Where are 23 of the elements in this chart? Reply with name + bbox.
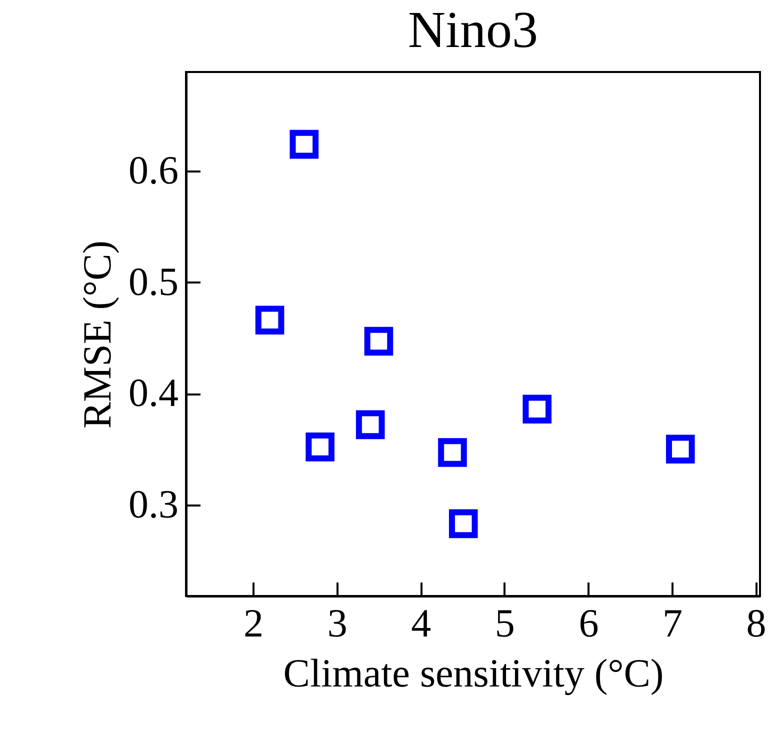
point — [364, 326, 394, 356]
y-tick-label: 0.3 — [128, 481, 178, 526]
y-tick-label: 0.4 — [128, 370, 178, 416]
point — [522, 394, 552, 424]
x-tick-label: 3 — [327, 600, 348, 646]
point — [290, 130, 319, 159]
x-tick-label: 6 — [578, 600, 599, 646]
y-tick-label: 0.6 — [128, 148, 178, 193]
point — [438, 438, 467, 467]
point — [306, 432, 334, 462]
x-axis-title: Climate sensitivity (°C) — [283, 650, 664, 696]
point — [356, 410, 385, 440]
y-axis-title: RMSE (°C) — [74, 240, 120, 429]
point — [448, 509, 478, 538]
point — [666, 434, 695, 464]
x-tick-label: 2 — [244, 600, 264, 646]
point — [255, 306, 284, 334]
chart-title: Nino3 — [408, 2, 538, 59]
x-tick-label: 8 — [746, 600, 766, 646]
x-tick-label: 4 — [411, 600, 432, 646]
y-tick-label: 0.5 — [128, 258, 178, 304]
x-tick-label: 7 — [662, 600, 683, 646]
x-tick-label: 5 — [494, 600, 515, 646]
